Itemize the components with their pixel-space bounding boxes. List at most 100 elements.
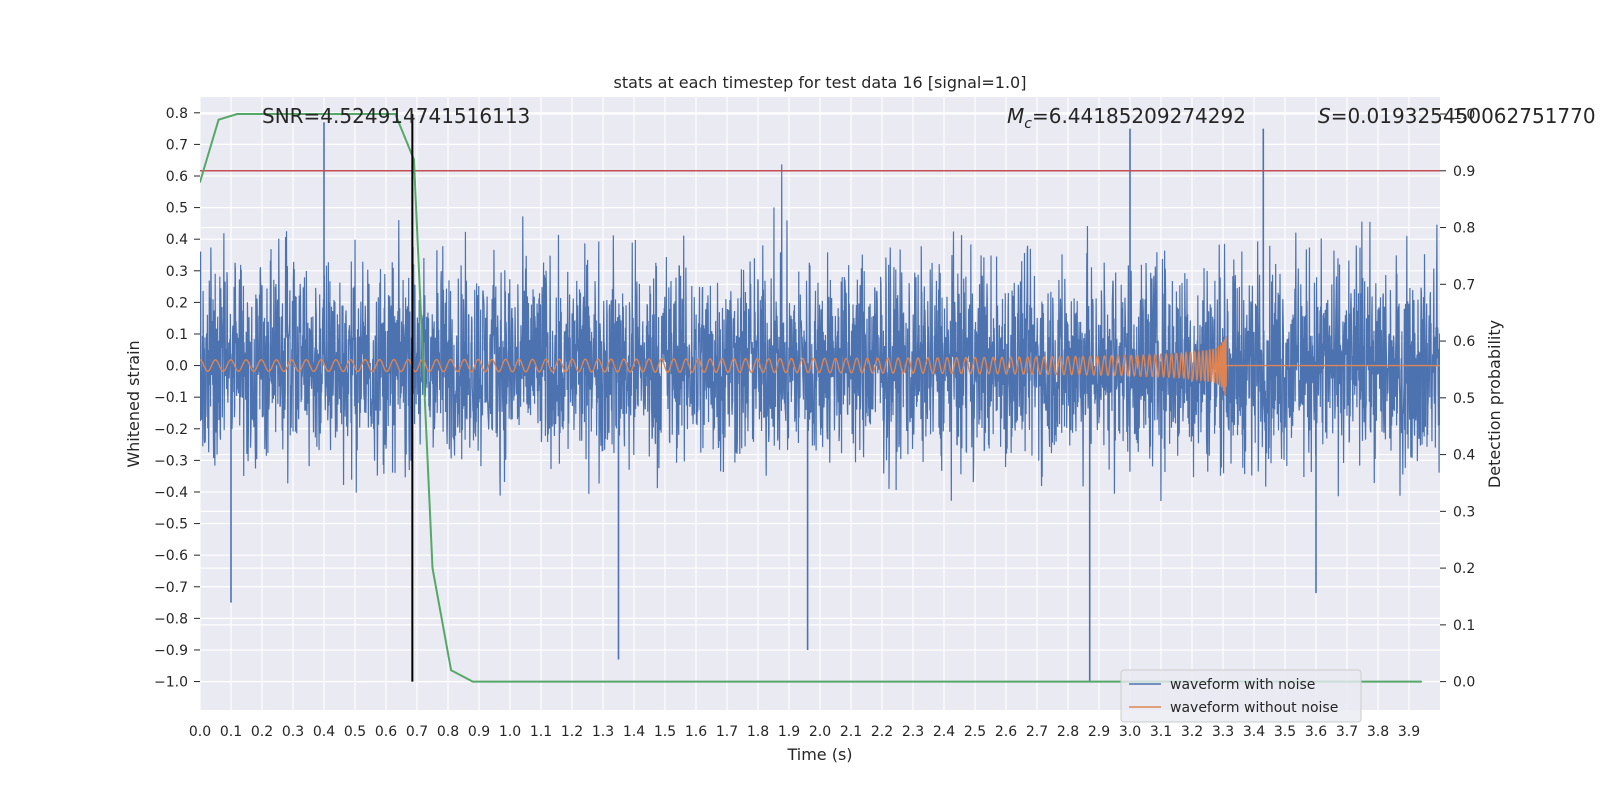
y-tick-label-right: 0.5 xyxy=(1453,391,1475,407)
y-tick-label-left: −1.0 xyxy=(154,675,188,691)
x-tick-label: 1.0 xyxy=(499,724,521,740)
y-tick-label-left: 0.5 xyxy=(166,201,188,217)
x-tick-label: 3.1 xyxy=(1150,724,1172,740)
x-tick-label: 1.9 xyxy=(778,724,800,740)
probability-point xyxy=(413,158,415,161)
y-tick-label-left: 0.7 xyxy=(166,137,188,153)
s-annotation: S=0.019325450062751770 xyxy=(1318,104,1596,128)
x-tick-label: 0.0 xyxy=(189,724,211,740)
probability-point xyxy=(450,669,452,672)
chirp-mass-value: =6.44185209274292 xyxy=(1032,104,1246,128)
legend-box xyxy=(1120,669,1362,723)
probability-point xyxy=(236,113,238,115)
probability-point xyxy=(490,680,493,683)
y-tick-label-left: 0.0 xyxy=(166,359,188,375)
x-tick-label: 3.0 xyxy=(1119,724,1141,740)
probability-point xyxy=(385,113,387,115)
x-tick-label: 3.8 xyxy=(1367,724,1389,740)
x-tick-label: 3.7 xyxy=(1336,724,1358,740)
x-tick-label: 0.6 xyxy=(375,724,397,740)
y-tick-label-left: −0.7 xyxy=(154,580,188,596)
probability-point xyxy=(354,113,356,115)
x-tick-label: 0.2 xyxy=(251,724,273,740)
chirp-mass-subscript: c xyxy=(1024,116,1032,132)
probability-point xyxy=(261,113,263,115)
y-tick-label-right: 1.0 xyxy=(1453,107,1475,123)
y-tick-label-right: 0.3 xyxy=(1453,504,1475,520)
x-tick-label: 0.7 xyxy=(406,724,428,740)
x-tick-label: 0.1 xyxy=(220,724,242,740)
y-tick-label-left: −0.2 xyxy=(154,422,188,438)
probability-point xyxy=(974,680,976,683)
x-tick-label: 2.5 xyxy=(964,724,986,740)
probability-point xyxy=(509,680,511,683)
x-axis-label: Time (s) xyxy=(786,745,852,764)
legend: waveform with noise waveform without noi… xyxy=(1120,669,1362,723)
x-tick-label: 1.8 xyxy=(747,724,769,740)
x-tick-label: 2.3 xyxy=(902,724,924,740)
series-layer xyxy=(200,113,1440,683)
x-tick-label: 0.9 xyxy=(468,724,490,740)
snr-annotation: SNR=4.524914741516113 xyxy=(262,104,530,128)
probability-point xyxy=(217,118,220,121)
probability-point xyxy=(472,680,474,683)
x-tick-label: 3.6 xyxy=(1305,724,1327,740)
y-tick-label-left: 0.4 xyxy=(166,232,188,248)
y-tick-label-left: −0.1 xyxy=(154,390,188,406)
y-tick-label-left: −0.4 xyxy=(154,485,188,501)
y-tick-label-right: 0.0 xyxy=(1453,675,1475,691)
probability-point xyxy=(292,113,294,115)
y-tick-label-left: −0.6 xyxy=(154,548,188,564)
x-tick-label: 2.6 xyxy=(995,724,1017,740)
x-tick-label: 0.3 xyxy=(282,724,304,740)
y-axis-right-label: Detection probability xyxy=(1485,320,1504,488)
y-tick-label-left: −0.3 xyxy=(154,453,188,469)
y-axis-left-label: Whitened strain xyxy=(124,340,143,467)
x-tick-label: 1.2 xyxy=(561,724,583,740)
y-axis-left-ticks: 0.8 0.7 0.6 0.5 0.4 0.3 0.2 0.1 0.0 −0.1 −0.2 −0.3 −… xyxy=(154,106,200,691)
x-tick-label: 1.5 xyxy=(654,724,676,740)
y-tick-label-right: 0.8 xyxy=(1453,221,1475,237)
x-tick-label: 0.5 xyxy=(344,724,366,740)
y-tick-label-left: 0.1 xyxy=(166,327,188,343)
probability-point xyxy=(1420,680,1423,683)
series-waveform-without-noise xyxy=(200,336,1440,395)
x-tick-label: 3.3 xyxy=(1212,724,1234,740)
probability-point xyxy=(323,113,325,115)
y-tick-label-left: −0.5 xyxy=(154,517,188,533)
x-tick-label: 2.0 xyxy=(809,724,831,740)
y-tick-label-left: −0.8 xyxy=(154,611,188,627)
x-tick-label: 1.1 xyxy=(530,724,552,740)
x-tick-label: 2.2 xyxy=(871,724,893,740)
probability-point xyxy=(664,680,666,683)
chart-title: stats at each timestep for test data 16 … xyxy=(614,73,1027,92)
x-tick-label: 0.8 xyxy=(437,724,459,740)
x-tick-label: 3.2 xyxy=(1181,724,1203,740)
x-tick-label: 2.7 xyxy=(1026,724,1048,740)
s-value: =0.019325450062751770 xyxy=(1331,104,1596,128)
y-tick-label-left: 0.3 xyxy=(166,264,188,280)
y-tick-label-right: 0.1 xyxy=(1453,618,1475,634)
x-tick-label: 2.1 xyxy=(840,724,862,740)
x-tick-label: 2.9 xyxy=(1088,724,1110,740)
x-tick-label: 2.4 xyxy=(933,724,955,740)
x-tick-label: 3.5 xyxy=(1274,724,1296,740)
series-waveform-with-noise xyxy=(200,164,1440,501)
x-axis-ticks: 0.0 0.1 0.2 0.3 0.4 0.5 0.6 0.7 0.8 0.9 1.0 1.1 1.2 1… xyxy=(189,724,1420,740)
x-tick-label: 1.3 xyxy=(592,724,614,740)
probability-point xyxy=(394,113,397,115)
x-tick-label: 3.4 xyxy=(1243,724,1265,740)
y-tick-label-right: 0.2 xyxy=(1453,561,1475,577)
x-tick-label: 3.9 xyxy=(1398,724,1420,740)
probability-point xyxy=(200,181,201,183)
plot-area xyxy=(200,113,1440,683)
y-tick-label-right: 0.9 xyxy=(1453,164,1475,180)
y-tick-label-left: 0.8 xyxy=(166,106,188,122)
s-symbol: S xyxy=(1318,104,1331,128)
legend-entry-noise: waveform with noise xyxy=(1170,677,1315,693)
x-tick-label: 1.7 xyxy=(716,724,738,740)
y-tick-label-right: 0.4 xyxy=(1453,448,1475,464)
legend-entry-clean: waveform without noise xyxy=(1170,700,1338,716)
chirp-mass-annotation: Mc=6.44185209274292 xyxy=(1007,104,1246,132)
